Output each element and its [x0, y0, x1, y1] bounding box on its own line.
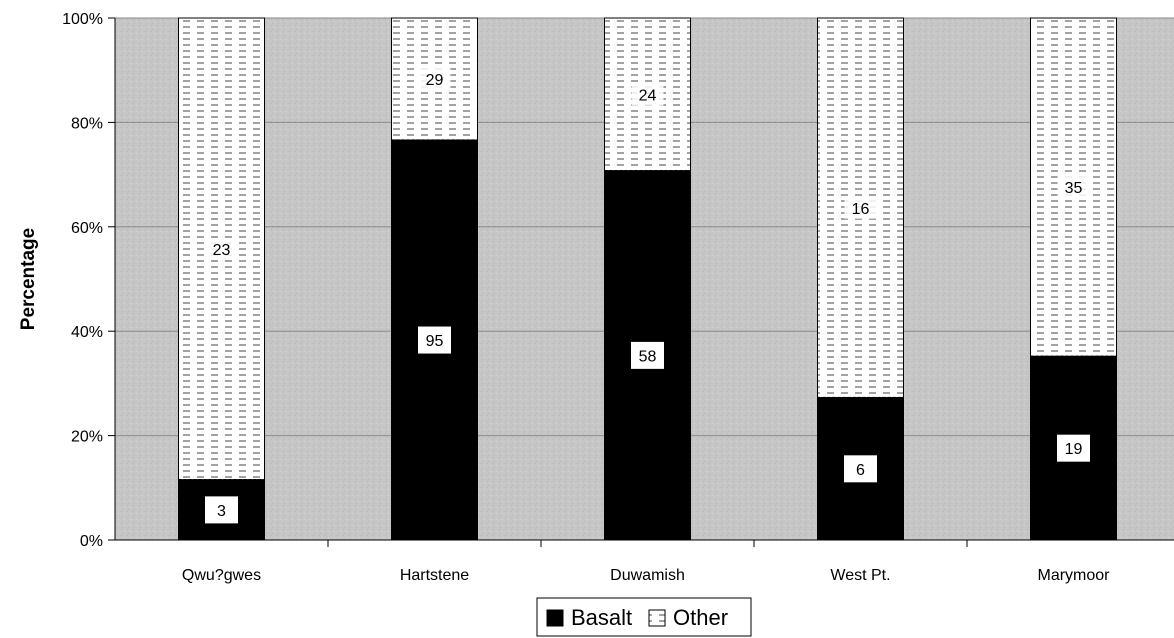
- data-label-bg: [418, 68, 451, 91]
- data-label-box: [630, 340, 665, 370]
- data-label-box: [1056, 433, 1091, 463]
- data-label-basalt: 19: [1065, 441, 1083, 458]
- data-label-basalt: 3: [217, 503, 226, 520]
- legend-swatch-other: [648, 609, 666, 627]
- data-label-bg: [631, 83, 664, 106]
- data-label-other: 35: [1065, 180, 1083, 197]
- legend-swatch-basalt: [546, 609, 564, 627]
- y-tick-label: 60%: [71, 220, 103, 237]
- data-label-other: 24: [639, 87, 657, 104]
- data-label-bg: [205, 237, 238, 260]
- legend-label-other: Other: [673, 605, 728, 630]
- x-category-label: Qwu?gwes: [182, 567, 261, 584]
- data-label-box: [204, 495, 239, 525]
- data-label-other: 29: [426, 72, 444, 89]
- data-label-basalt: 6: [856, 462, 865, 479]
- x-category-label: Hartstene: [400, 567, 469, 584]
- y-tick-label: 0%: [80, 533, 103, 550]
- data-label-other: 23: [213, 242, 231, 259]
- data-label-bg: [844, 196, 877, 219]
- data-label-bg: [1057, 176, 1090, 199]
- data-label-box: [417, 325, 452, 355]
- y-tick-label: 20%: [71, 429, 103, 446]
- y-axis-title: Percentage: [18, 228, 39, 330]
- data-label-box: [843, 454, 878, 484]
- data-label-other: 16: [852, 201, 870, 218]
- legend-box: [536, 597, 752, 637]
- x-category-label: West Pt.: [830, 567, 890, 584]
- x-category-label: Marymoor: [1037, 567, 1110, 584]
- y-tick-label: 80%: [71, 115, 103, 132]
- data-label-basalt: 58: [639, 348, 657, 365]
- legend-label-basalt: Basalt: [571, 605, 632, 630]
- data-label-basalt: 95: [426, 333, 444, 350]
- x-category-label: Duwamish: [610, 567, 685, 584]
- y-tick-label: 100%: [62, 11, 103, 28]
- y-tick-label: 40%: [71, 324, 103, 341]
